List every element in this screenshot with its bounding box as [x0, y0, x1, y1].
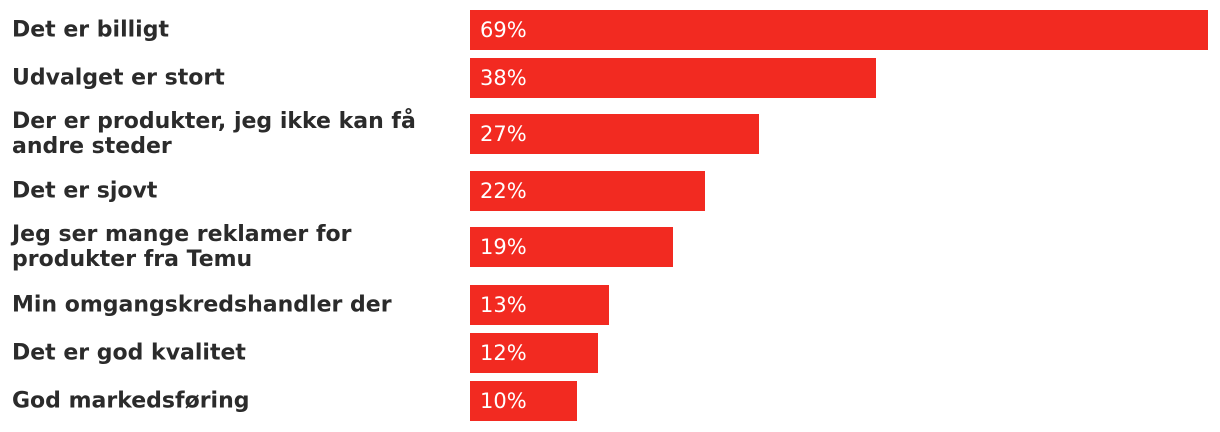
value-label: 10%	[480, 389, 527, 413]
value-label: 13%	[480, 293, 527, 317]
value-label: 69%	[480, 18, 527, 42]
bar-row: Det er billigt 69%	[0, 6, 1220, 54]
category-label: Udvalget er stort	[12, 65, 225, 91]
bar: 22%	[470, 171, 706, 211]
bar-row: Min omgangskredshandler der 13%	[0, 281, 1220, 329]
category-label: Det er billigt	[12, 17, 169, 43]
category-label: God markedsføring	[12, 388, 250, 414]
bar: 69%	[470, 10, 1208, 50]
bar-row: Der er produkter, jeg ikke kan få andre …	[0, 109, 1220, 159]
bar: 38%	[470, 58, 877, 98]
bar-row: Det er god kvalitet 12%	[0, 329, 1220, 377]
bar: 13%	[470, 285, 610, 325]
category-label: Min omgangskredshandler der	[12, 292, 392, 318]
category-label: Der er produkter, jeg ikke kan få andre …	[12, 109, 416, 159]
category-label: Det er god kvalitet	[12, 340, 246, 366]
bar: 27%	[470, 114, 759, 154]
value-label: 38%	[480, 66, 527, 90]
bar-row: God markedsføring 10%	[0, 377, 1220, 425]
value-label: 22%	[480, 179, 527, 203]
bar-row: Det er sjovt 22%	[0, 167, 1220, 215]
category-label: Det er sjovt	[12, 178, 158, 204]
bar: 19%	[470, 227, 674, 267]
bar: 10%	[470, 381, 577, 421]
value-label: 12%	[480, 341, 527, 365]
value-label: 19%	[480, 235, 527, 259]
category-label: Jeg ser mange reklamer for produkter fra…	[12, 222, 352, 272]
value-label: 27%	[480, 122, 527, 146]
bar-row: Udvalget er stort 38%	[0, 54, 1220, 102]
bar: 12%	[470, 333, 599, 373]
bar-row: Jeg ser mange reklamer for produkter fra…	[0, 222, 1220, 272]
